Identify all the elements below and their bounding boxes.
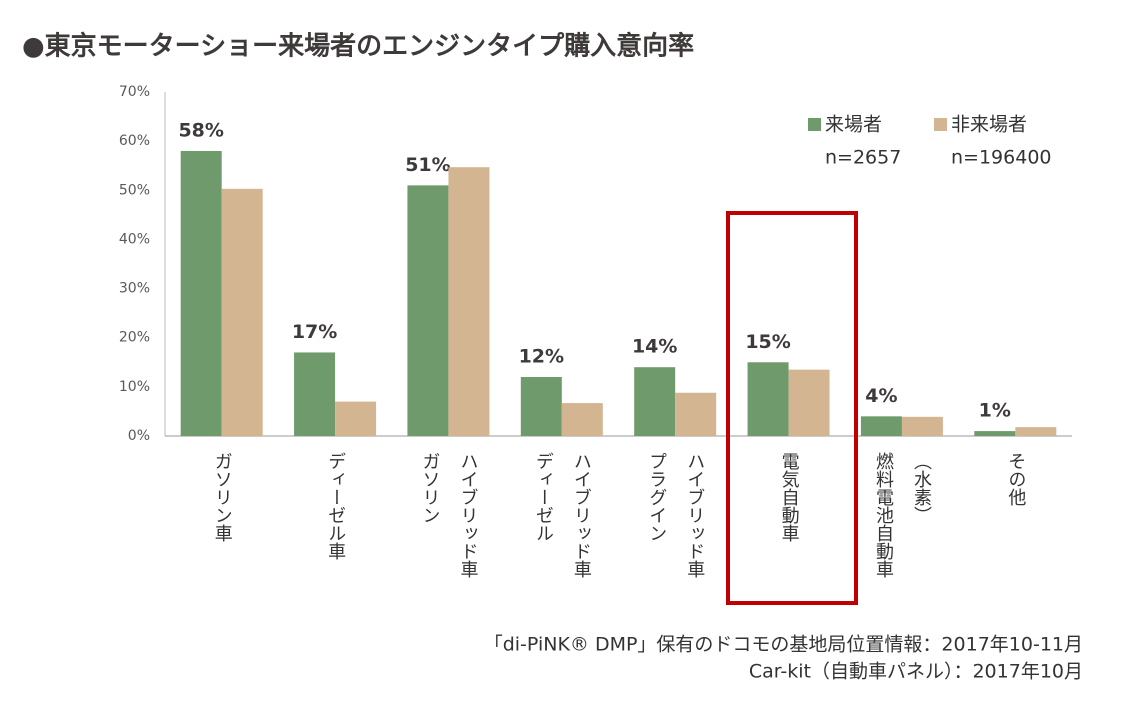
bar	[901, 416, 943, 436]
y-tick-label: 50%	[119, 182, 150, 198]
y-tick-label: 30%	[119, 281, 150, 297]
x-tick-label: ガソリン車	[211, 452, 233, 542]
x-tick-label: ディーゼル ハイブリッド車	[532, 452, 592, 578]
bar	[634, 367, 676, 436]
bar	[675, 392, 717, 436]
x-tick-label: その他	[1005, 452, 1027, 506]
value-label: 1%	[979, 400, 1011, 422]
y-tick-label: 40%	[119, 231, 150, 247]
bar	[221, 188, 263, 436]
value-label: 51%	[405, 154, 450, 176]
bar	[448, 167, 490, 436]
legend-swatch	[934, 118, 947, 131]
value-label: 58%	[178, 119, 223, 141]
y-tick-label: 0%	[128, 428, 150, 444]
footnote: Car-kit（自動車パネル）：2017年10月	[749, 661, 1083, 683]
value-label: 15%	[745, 331, 790, 353]
y-tick-label: 70%	[119, 84, 150, 100]
bar	[788, 369, 830, 436]
value-label: 14%	[632, 336, 677, 358]
x-tick-label: ディーゼル車	[325, 452, 347, 560]
legend-sample: n=196400	[951, 147, 1052, 169]
footnote: 「di-PiNK® DMP」保有のドコモの基地局位置情報：2017年10-11月	[484, 634, 1083, 656]
highlight-box	[726, 211, 858, 605]
legend-swatch	[808, 118, 821, 131]
bar	[747, 362, 789, 436]
value-label: 4%	[865, 385, 897, 407]
bar	[335, 401, 377, 436]
y-tick-label: 20%	[119, 330, 150, 346]
x-tick-label: 燃料電池自動車 （水素）	[872, 452, 932, 578]
bar	[561, 403, 603, 436]
chart-title: ●東京モーターショー来場者のエンジンタイプ購入意向率	[22, 31, 694, 62]
bar	[860, 416, 902, 436]
bar	[520, 377, 562, 436]
y-tick-label: 10%	[119, 379, 150, 395]
x-tick-label: ガソリン ハイブリッド車	[419, 452, 479, 578]
bar	[1015, 427, 1057, 436]
legend-sample: n=2657	[825, 147, 901, 169]
value-label: 12%	[519, 346, 564, 368]
bar	[180, 150, 222, 436]
y-tick-label: 60%	[119, 133, 150, 149]
bar	[974, 431, 1016, 436]
bar	[294, 352, 336, 436]
value-label: 17%	[292, 321, 337, 343]
legend-label: 非来場者	[951, 114, 1027, 136]
bar	[407, 185, 449, 436]
x-tick-label: プラグイン ハイブリッド車	[646, 452, 706, 578]
legend-label: 来場者	[825, 114, 882, 136]
x-tick-label: 電気自動車	[778, 452, 800, 542]
